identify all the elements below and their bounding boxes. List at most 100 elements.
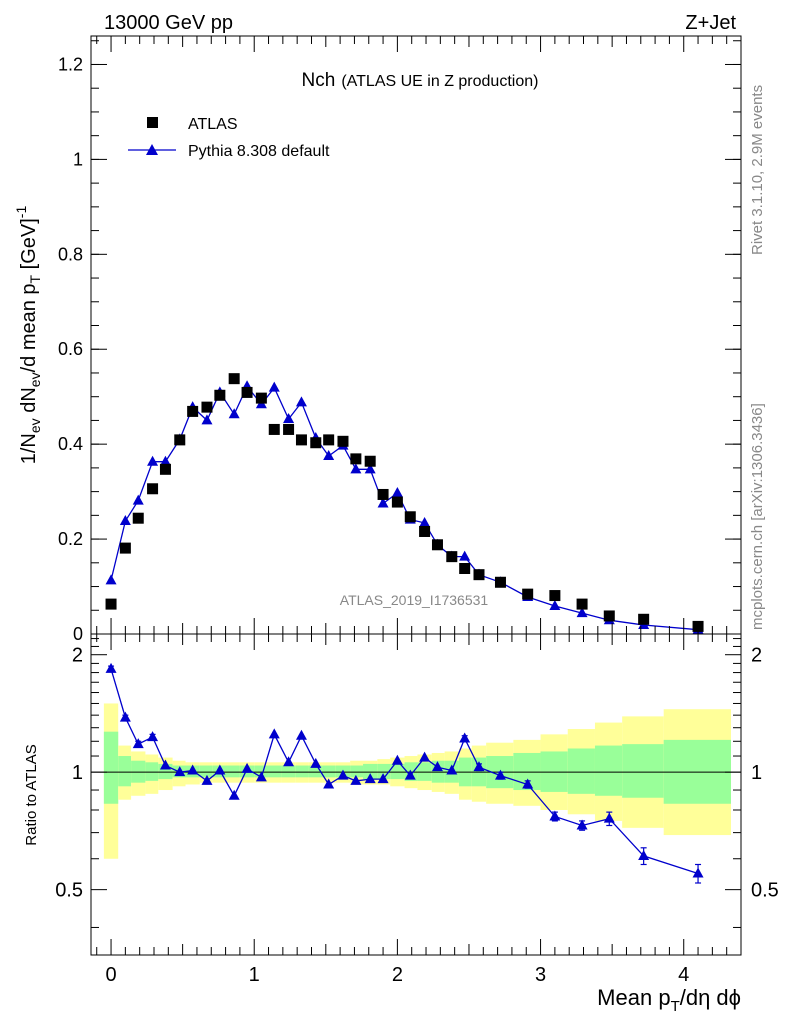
pythia-ratio-point: [268, 728, 280, 739]
atlas-data-point: [310, 437, 322, 449]
ratio-ytick-label-right: 0.5: [751, 880, 779, 902]
ratio-inner-band: [363, 763, 378, 780]
pythia-ratio-point: [174, 766, 186, 777]
pythia-ratio-point: [105, 662, 117, 673]
pythia-ratio-point: [255, 771, 267, 782]
atlas-data-point: [459, 563, 471, 575]
main-axis-ticks: 0 0.2 0.4 0.6 0.8 1 1.2: [58, 36, 741, 644]
pythia-main-point: [159, 455, 171, 466]
ratio-panel: 0.5 0.5 1 1 2 2 0 1 2 3 4 Ratio to ATLAS Mean pT/d…: [23, 633, 779, 1015]
legend-atlas-marker: [147, 117, 158, 128]
pythia-ratio-point: [364, 773, 376, 784]
main-series-layer: [105, 373, 704, 634]
rivet-version-label: Rivet 3.1.10, 2.9M events: [749, 85, 766, 255]
ratio-xtick-label: 3: [535, 964, 546, 986]
atlas-data-point: [255, 392, 267, 404]
pythia-ratio-point: [446, 764, 458, 775]
main-ytick-label: 0.4: [58, 434, 83, 454]
ratio-inner-band: [281, 765, 296, 778]
pythia-ratio-point: [241, 762, 253, 773]
pythia-ratio-point: [638, 849, 650, 860]
pythia-main-point: [119, 515, 131, 526]
pythia-ratio-point: [119, 711, 131, 722]
pythia-main-point: [295, 396, 307, 407]
pythia-ratio-point: [187, 764, 199, 775]
ratio-inner-band: [377, 763, 391, 780]
atlas-data-point: [187, 405, 199, 417]
plot-title-sub: (ATLAS UE in Z production): [341, 73, 538, 90]
atlas-data-point: [105, 598, 117, 610]
pythia-ratio-point: [159, 759, 171, 770]
pythia-ratio-point: [228, 789, 240, 800]
pythia-main-point: [391, 487, 403, 498]
pythia-ratio-point: [201, 774, 213, 785]
ratio-inner-band: [118, 756, 132, 787]
pythia-ratio-point: [391, 754, 403, 765]
atlas-data-point: [174, 434, 186, 446]
atlas-data-point: [283, 423, 295, 435]
ratio-frame: [90, 633, 742, 956]
atlas-data-point: [241, 386, 253, 398]
pythia-main-point: [459, 550, 471, 561]
ratio-inner-band: [268, 765, 282, 778]
ratio-ytick-label-left: 2: [72, 645, 83, 667]
atlas-data-point: [119, 542, 131, 554]
pythia-ratio-point: [459, 732, 471, 743]
ratio-series-layer: [105, 662, 704, 884]
pythia-ratio-point: [494, 769, 506, 780]
atlas-data-point: [377, 488, 389, 500]
ratio-inner-band: [567, 748, 595, 794]
ratio-uncertainty-bands: [103, 703, 731, 859]
pythia-ratio-point: [419, 751, 431, 762]
pythia-ratio-point: [404, 769, 416, 780]
atlas-data-point: [147, 483, 159, 495]
ratio-inner-band: [308, 765, 323, 778]
ratio-inner-band: [145, 762, 159, 781]
ratio-ytick-label-left: 0.5: [55, 880, 83, 902]
pythia-main-point: [323, 450, 335, 461]
main-ytick-label: 0.2: [58, 529, 83, 549]
pythia-main-point: [105, 574, 117, 585]
atlas-data-point: [132, 512, 144, 524]
legend-atlas-label: ATLAS: [188, 116, 238, 133]
ratio-inner-band: [295, 765, 309, 778]
pythia-ratio-point: [323, 778, 335, 789]
legend-pythia-marker: [146, 144, 158, 155]
legend: ATLAS Pythia 8.308 default: [128, 116, 330, 160]
ratio-xtick-label: 4: [678, 964, 689, 986]
pythia-ratio-point: [431, 761, 443, 772]
atlas-data-point: [522, 588, 534, 600]
pythia-main-point: [147, 455, 159, 466]
pythia-ratio-point: [310, 757, 322, 768]
mcplots-label: mcplots.cern.ch [arXiv:1306.3436]: [749, 403, 766, 630]
pythia-ratio-point: [295, 729, 307, 740]
atlas-data-point: [419, 525, 431, 537]
ratio-inner-band: [322, 765, 336, 778]
pythia-main-point: [132, 494, 144, 505]
pythia-main-point: [350, 463, 362, 474]
ratio-inner-band: [417, 762, 432, 781]
atlas-data-point: [446, 551, 458, 563]
pythia-main-point: [283, 413, 295, 424]
main-ytick-label: 0.6: [58, 339, 83, 359]
main-ytick-label: 0: [73, 624, 83, 644]
plot-title: Nch (ATLAS UE in Z production): [302, 70, 539, 91]
pythia-ratio-point: [692, 867, 704, 878]
pythia-main-point: [364, 463, 376, 474]
legend-pythia-label: Pythia 8.308 default: [188, 143, 330, 160]
atlas-data-point: [295, 434, 307, 446]
atlas-data-point: [350, 453, 362, 465]
pythia-main-point: [419, 516, 431, 527]
ratio-y-axis-label: Ratio to ATLAS: [23, 744, 40, 845]
pythia-ratio-point: [603, 812, 615, 823]
ratio-xtick-label: 0: [105, 964, 116, 986]
ratio-ytick-label-right: 2: [751, 645, 762, 667]
pythia-main-point: [201, 414, 213, 425]
ratio-inner-band: [594, 745, 623, 796]
pythia-ratio-point: [350, 774, 362, 785]
main-ytick-label: 1.2: [58, 54, 83, 74]
atlas-data-point: [201, 401, 213, 413]
analysis-watermark: ATLAS_2019_I1736531: [340, 592, 489, 608]
main-ytick-label: 0.8: [58, 244, 83, 264]
